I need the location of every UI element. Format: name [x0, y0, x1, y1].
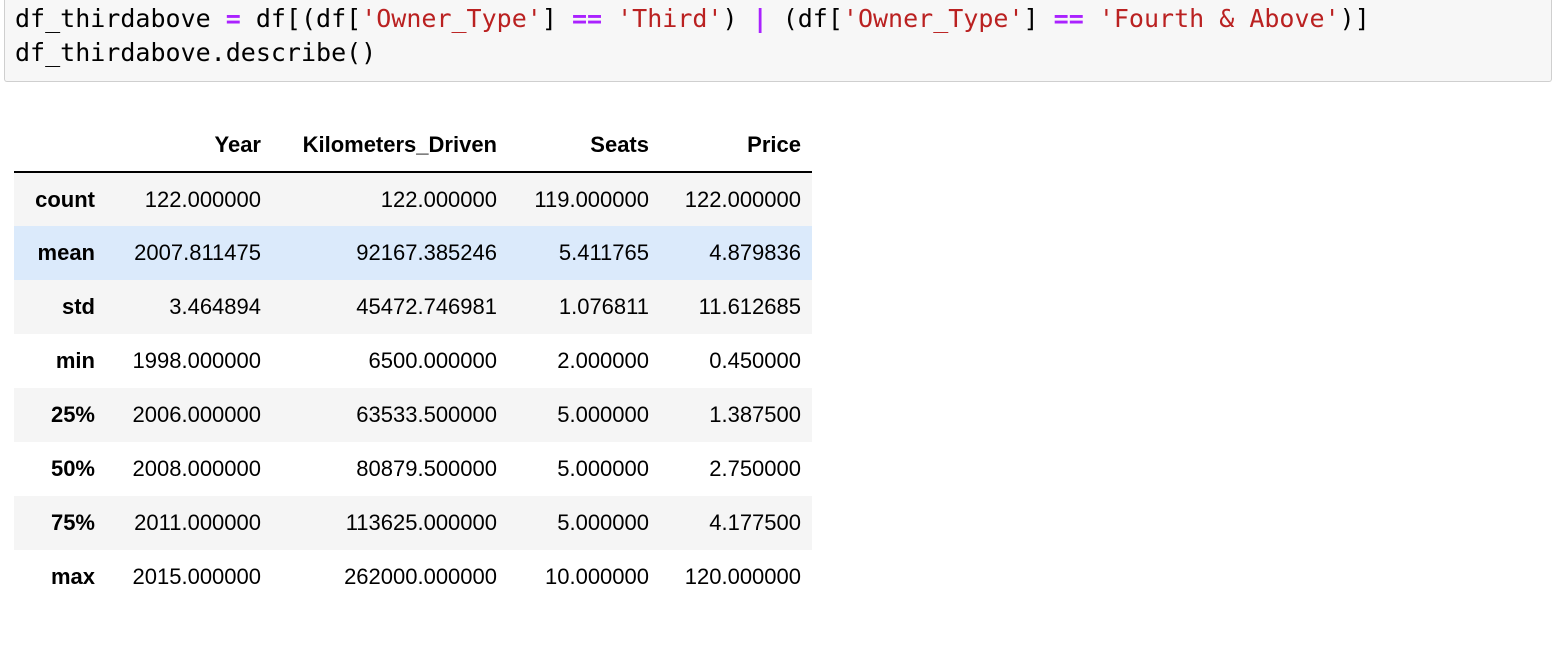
table-row: min 1998.000000 6500.000000 2.000000 0.45000… [14, 334, 812, 388]
table-body: count 122.000000 122.000000 119.000000 122.0… [14, 172, 812, 604]
table-row: count 122.000000 122.000000 119.000000 122.0… [14, 172, 812, 226]
cell-seats: 1.076811 [558, 294, 649, 319]
code-token-string: 'Owner_Type' [361, 4, 542, 33]
code-token [602, 4, 617, 33]
table-row: 50% 2008.000000 80879.500000 5.000000 2.7500… [14, 442, 812, 496]
row-label: 50% [50, 456, 95, 481]
code-token: (df[ [767, 4, 843, 33]
cell-price: 4.879836 [709, 240, 801, 265]
cell-kilometers-driven: 63533.500000 [356, 402, 497, 427]
code-line-1: df_thirdabove = df[(df['Owner_Type'] == … [15, 2, 1370, 36]
cell-price: 120.000000 [684, 564, 801, 589]
column-header-year: Year [106, 118, 272, 173]
row-label: 75% [50, 510, 95, 535]
cell-year: 2011.000000 [134, 510, 261, 535]
cell-year: 3.464894 [169, 294, 261, 319]
table-row: mean 2007.811475 92167.385246 5.411765 4.879… [14, 226, 812, 280]
cell-seats: 5.000000 [557, 402, 649, 427]
code-token: ) [722, 4, 753, 33]
cell-kilometers-driven: 262000.000000 [344, 564, 497, 589]
cell-seats: 5.000000 [557, 456, 649, 481]
row-label: mean [37, 240, 95, 265]
cell-year: 2006.000000 [132, 402, 261, 427]
row-label: std [62, 294, 95, 319]
describe-table: Year Kilometers_Driven Seats Price count… [14, 118, 812, 604]
code-token: )] [1339, 4, 1370, 33]
code-token-operator: == [571, 4, 603, 33]
code-token-operator: == [1053, 4, 1084, 33]
cell-year: 2008.000000 [132, 456, 261, 481]
cell-kilometers-driven: 122.000000 [380, 186, 497, 212]
code-token-string: 'Third' [617, 4, 723, 33]
cell-year: 1998.000000 [132, 348, 261, 373]
code-token-string: 'Owner_Type' [842, 4, 1024, 33]
cell-seats: 10.000000 [545, 564, 649, 589]
code-cell[interactable]: df_thirdabove = df[(df['Owner_Type'] == … [4, 0, 1552, 82]
cell-price: 122.000000 [684, 186, 801, 212]
cell-year: 2015.000000 [132, 564, 261, 589]
cell-year: 2007.811475 [134, 240, 261, 265]
column-header-kilometers-driven: Kilometers_Driven [272, 118, 508, 173]
column-header-index [14, 118, 106, 173]
cell-year: 122.000000 [144, 186, 261, 212]
row-label: count [35, 186, 95, 212]
table-row: 75% 2011.000000 113625.000000 5.000000 4.177… [14, 496, 812, 550]
table-row: std 3.464894 45472.746981 1.076811 11.612685 [14, 280, 812, 334]
code-token-operator: | [752, 4, 768, 33]
cell-price: 11.612685 [698, 294, 801, 319]
cell-price: 2.750000 [709, 456, 801, 481]
code-token: df_thirdabove [15, 4, 226, 33]
cell-kilometers-driven: 113625.000000 [345, 510, 497, 535]
code-line-2: df_thirdabove.describe() [15, 38, 377, 67]
code-token: ] [541, 4, 572, 33]
cell-seats: 5.411765 [558, 240, 649, 265]
code-token-string: 'Fourth & Above' [1098, 4, 1340, 33]
cell-kilometers-driven: 92167.385246 [356, 240, 497, 265]
cell-price: 4.177500 [709, 510, 801, 535]
cell-price: 1.387500 [709, 402, 801, 427]
table-row: 25% 2006.000000 63533.500000 5.000000 1.3875… [14, 388, 812, 442]
table-header-row: Year Kilometers_Driven Seats Price [14, 118, 812, 173]
cell-kilometers-driven: 45472.746981 [356, 294, 497, 319]
table-row: max 2015.000000 262000.000000 10.000000 120.… [14, 550, 812, 604]
code-token: ] [1023, 4, 1054, 33]
column-header-price: Price [660, 118, 812, 173]
output-area: Year Kilometers_Driven Seats Price count… [14, 118, 812, 604]
code-token [1084, 4, 1099, 33]
cell-price: 0.450000 [709, 348, 801, 373]
code-token: df[(df[ [240, 4, 362, 33]
row-label: min [55, 348, 95, 373]
cell-seats: 5.000000 [557, 510, 649, 535]
cell-kilometers-driven: 6500.000000 [368, 348, 497, 373]
code-token-operator: = [225, 4, 241, 33]
row-label: 25% [50, 402, 95, 427]
cell-kilometers-driven: 80879.500000 [356, 456, 497, 481]
row-label: max [50, 564, 95, 589]
cell-seats: 2.000000 [557, 348, 649, 373]
cell-seats: 119.000000 [534, 186, 649, 212]
column-header-seats: Seats [508, 118, 660, 173]
